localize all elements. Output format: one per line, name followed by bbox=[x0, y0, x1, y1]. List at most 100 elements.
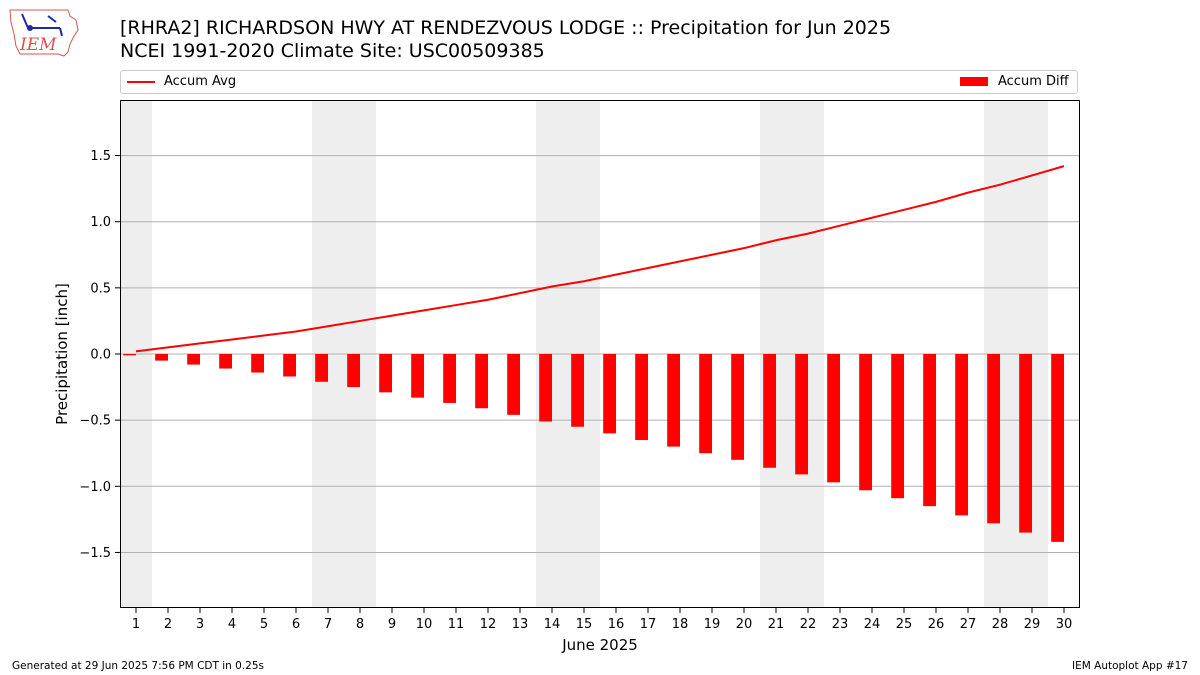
accum-diff-bar bbox=[891, 354, 904, 499]
x-tick-label: 9 bbox=[388, 617, 396, 632]
x-tick-label: 20 bbox=[736, 617, 753, 632]
x-tick-label: 28 bbox=[992, 617, 1009, 632]
accum-diff-bar bbox=[603, 354, 616, 434]
accum-diff-bar bbox=[1051, 354, 1064, 542]
x-tick-label: 6 bbox=[292, 617, 300, 632]
accum-diff-bar bbox=[987, 354, 1000, 524]
x-tick-label: 8 bbox=[356, 617, 364, 632]
x-tick-label: 12 bbox=[480, 617, 497, 632]
legend-line-swatch bbox=[127, 81, 155, 83]
x-tick-label: 17 bbox=[640, 617, 657, 632]
x-tick-label: 1 bbox=[132, 617, 140, 632]
x-tick-label: 2 bbox=[164, 617, 172, 632]
bars-layer bbox=[123, 354, 1064, 542]
logo-wind-symbol bbox=[21, 13, 63, 37]
chart-legend: Accum Avg Accum Diff bbox=[120, 70, 1078, 94]
y-tick-label: −1.5 bbox=[79, 546, 111, 561]
x-tick-label: 5 bbox=[260, 617, 268, 632]
accum-diff-bar bbox=[187, 354, 200, 365]
weekend-shade-7 bbox=[312, 100, 344, 608]
accum-diff-bar bbox=[955, 354, 968, 516]
weekend-shade-22 bbox=[792, 100, 824, 608]
accum-diff-bar bbox=[795, 354, 808, 475]
x-tick-label: 13 bbox=[512, 617, 529, 632]
x-axis-label: June 2025 bbox=[561, 636, 638, 654]
accum-diff-bar bbox=[219, 354, 232, 369]
weekend-shade-8 bbox=[344, 100, 376, 608]
x-tick-label: 19 bbox=[704, 617, 721, 632]
weekend-shading-layer bbox=[120, 100, 1048, 608]
weekend-shade-1 bbox=[120, 100, 152, 608]
accum-diff-bar bbox=[475, 354, 488, 409]
accum-diff-bar bbox=[635, 354, 648, 440]
x-tick-label: 21 bbox=[768, 617, 785, 632]
y-tick-label: 0.0 bbox=[90, 348, 111, 363]
accum-diff-bar bbox=[539, 354, 552, 422]
y-axis-label: Precipitation [inch] bbox=[53, 283, 71, 425]
weekend-shade-28 bbox=[984, 100, 1016, 608]
y-tick-label: 1.5 bbox=[90, 149, 111, 164]
grid-layer bbox=[120, 155, 1080, 553]
x-tick-label: 3 bbox=[196, 617, 204, 632]
chart-subtitle: NCEI 1991-2020 Climate Site: USC00509385 bbox=[120, 40, 545, 62]
y-axis: −1.5 −1.0 −0.5 0.0 0.5 1.0 1.5 bbox=[79, 149, 120, 561]
x-tick-label: 27 bbox=[960, 617, 977, 632]
x-tick-label: 23 bbox=[832, 617, 849, 632]
x-tick-label: 18 bbox=[672, 617, 689, 632]
weekend-shade-29 bbox=[1016, 100, 1048, 608]
accum-diff-bar bbox=[571, 354, 584, 427]
generated-timestamp: Generated at 29 Jun 2025 7:56 PM CDT in … bbox=[12, 660, 265, 672]
iem-logo: IEM bbox=[9, 9, 79, 57]
accum-diff-bar bbox=[123, 354, 136, 356]
accum-diff-bar bbox=[667, 354, 680, 447]
x-tick-label: 24 bbox=[864, 617, 881, 632]
x-tick-label: 22 bbox=[800, 617, 817, 632]
y-tick-label: 1.0 bbox=[90, 215, 111, 230]
accum-diff-bar bbox=[251, 354, 264, 373]
x-tick-label: 15 bbox=[576, 617, 593, 632]
accum-diff-bar bbox=[347, 354, 360, 388]
x-tick-label: 26 bbox=[928, 617, 945, 632]
x-axis: 1 2 3 4 5 6 7 8 9 10 11 12 13 14 15 16 17 18 19 20 21 22 23 24 2… bbox=[132, 608, 1072, 632]
line-layer bbox=[135, 165, 1065, 353]
x-tick-label: 29 bbox=[1024, 617, 1041, 632]
accum-avg-line bbox=[135, 165, 1065, 353]
x-tick-label: 25 bbox=[896, 617, 913, 632]
legend-bar-swatch bbox=[960, 77, 988, 86]
x-tick-label: 10 bbox=[416, 617, 433, 632]
x-tick-label: 4 bbox=[228, 617, 236, 632]
logo-state-outline bbox=[9, 9, 79, 57]
accum-diff-bar bbox=[923, 354, 936, 507]
accum-diff-bar bbox=[315, 354, 328, 382]
autoplot-app-label: IEM Autoplot App #17 bbox=[1072, 660, 1188, 672]
x-tick-label: 14 bbox=[544, 617, 561, 632]
accum-diff-bar bbox=[827, 354, 840, 483]
legend-label-accum-diff: Accum Diff bbox=[998, 74, 1069, 89]
x-tick-label: 11 bbox=[448, 617, 465, 632]
accum-diff-bar bbox=[507, 354, 520, 415]
accum-diff-bar bbox=[155, 354, 168, 361]
y-tick-label: −1.0 bbox=[79, 480, 111, 495]
plot-frame bbox=[120, 100, 1080, 608]
logo-dot bbox=[27, 25, 33, 31]
accum-diff-bar bbox=[283, 354, 296, 377]
legend-label-accum-avg: Accum Avg bbox=[164, 74, 237, 89]
y-tick-label: 0.5 bbox=[90, 281, 111, 296]
weekend-shade-15 bbox=[568, 100, 600, 608]
accum-diff-bar bbox=[859, 354, 872, 491]
x-tick-label: 16 bbox=[608, 617, 625, 632]
weekend-shade-21 bbox=[760, 100, 792, 608]
accum-diff-bar bbox=[1019, 354, 1032, 533]
y-tick-label: −0.5 bbox=[79, 414, 111, 429]
accum-diff-bar bbox=[411, 354, 424, 398]
accum-diff-bar bbox=[763, 354, 776, 468]
logo-text: IEM bbox=[19, 35, 57, 55]
weekend-shade-14 bbox=[536, 100, 568, 608]
accum-diff-bar bbox=[379, 354, 392, 393]
chart-title: [RHRA2] RICHARDSON HWY AT RENDEZVOUS LOD… bbox=[120, 17, 892, 39]
x-tick-label: 30 bbox=[1056, 617, 1073, 632]
x-tick-label: 7 bbox=[324, 617, 332, 632]
accum-diff-bar bbox=[443, 354, 456, 403]
accum-diff-bar bbox=[699, 354, 712, 454]
